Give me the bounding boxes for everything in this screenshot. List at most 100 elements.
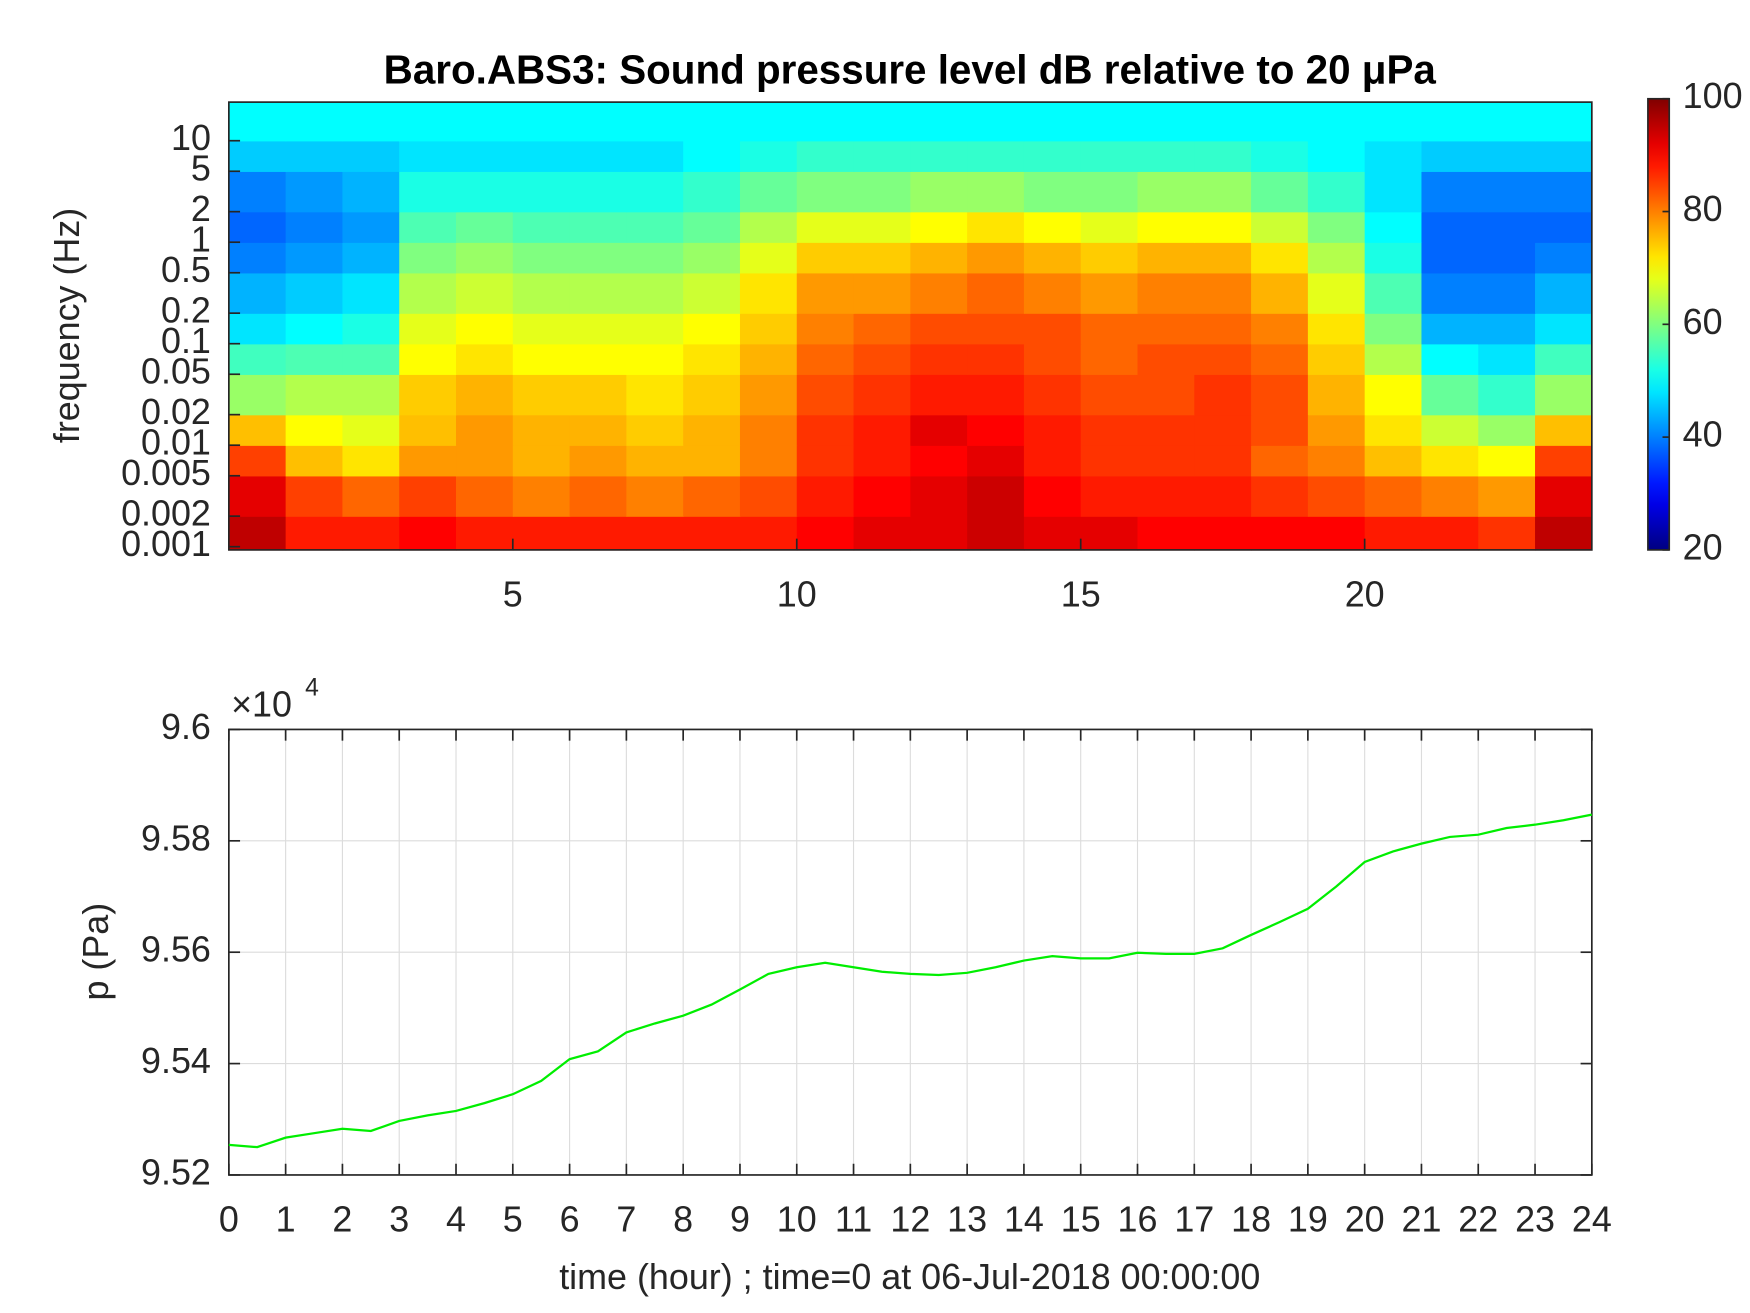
heat-cell [1023,242,1082,274]
heat-cell [967,102,1025,142]
heat-cell [1023,374,1082,416]
heat-cell [1307,211,1366,243]
heat-cell [739,374,798,416]
heat-cell [739,343,798,375]
heat-cell [967,445,1025,477]
heat-cell [1478,313,1536,345]
heat-cell [910,414,968,446]
heat-cell [626,140,684,172]
heat-cell [967,211,1025,243]
heat-cell [399,414,457,446]
x-tick-label: 12 [890,1200,930,1240]
heat-cell [796,313,855,345]
heat-cell [399,475,457,517]
heat-cell [1023,272,1082,314]
heat-cell [456,171,514,213]
heat-cell [1478,211,1536,243]
heat-cell [1023,140,1082,172]
heat-cell [967,516,1025,551]
heat-cell [739,475,798,517]
heat-cell [1023,313,1082,345]
heat-cell [1194,102,1252,142]
heat-cell [1364,414,1423,446]
heat-cell [1023,102,1082,142]
heat-cell [1535,102,1593,142]
heat-cell [399,140,457,172]
heat-cell [342,313,400,345]
x-tick-label: 21 [1401,1200,1441,1240]
heat-cell [1194,445,1252,477]
heat-cell [228,475,287,517]
heat-cell [1194,313,1252,345]
heat-cell [1080,272,1139,314]
heat-cell [1421,242,1479,274]
y-tick-label: 1 [191,220,211,260]
heat-cell [1535,140,1593,172]
heat-cell [1080,516,1139,551]
heat-cell [626,313,684,345]
heat-cell [228,171,287,213]
x-tick-label: 8 [673,1200,693,1240]
x-tick-label: 0 [219,1200,239,1240]
y-tick-label: 9.56 [141,930,211,970]
y-tick-label: 10 [171,118,211,158]
heat-cell [399,374,457,416]
y-scale-exponent: 4 [305,675,319,702]
colorbar-tick-label: 80 [1683,189,1723,229]
heat-cell [1137,414,1195,446]
heat-cell [456,414,514,446]
x-tick-label: 6 [560,1200,580,1240]
heat-cell [739,516,798,551]
heat-cell [853,171,912,213]
heat-cell [399,343,457,375]
heat-cell [683,414,741,446]
heat-cell [1307,516,1366,551]
heat-cell [1251,272,1309,314]
heat-cell [1421,272,1479,314]
plot-frame [228,728,1593,1176]
heat-cell [1194,272,1252,314]
heat-cell [1080,242,1139,274]
heat-cell [683,374,741,416]
heat-cell [1307,140,1366,172]
heat-cell [569,102,628,142]
heat-cell [1478,445,1536,477]
heat-cell [910,140,968,172]
heat-cell [456,140,514,172]
x-tick-label: 1 [276,1200,296,1240]
heat-cell [512,475,571,517]
heat-cell [1535,475,1593,517]
heat-cell [1535,171,1593,213]
heat-cell [399,102,457,142]
heat-cell [910,272,968,314]
heat-cell [626,242,684,274]
heat-cell [342,516,400,551]
heat-cell [1023,211,1082,243]
heat-cell [1535,516,1593,551]
heat-cell [512,445,571,477]
heat-cell [910,516,968,551]
heat-cell [399,211,457,243]
heat-cell [456,313,514,345]
y-tick-label: 9.6 [161,707,211,747]
heat-cell [967,414,1025,446]
x-tick-label: 3 [389,1200,409,1240]
heat-cell [739,272,798,314]
heat-cell [285,516,344,551]
heat-cell [1137,343,1195,375]
heat-cell [683,140,741,172]
heat-cell [342,445,400,477]
heat-cell [1251,475,1309,517]
heat-cell [1535,414,1593,446]
heat-cell [739,414,798,446]
heat-cell [1421,445,1479,477]
heat-cell [796,242,855,274]
heat-cell [1194,140,1252,172]
heat-cell [399,272,457,314]
x-tick-label: 20 [1345,575,1385,615]
heat-cell [853,272,912,314]
data-line [228,813,1593,1149]
heat-cell [456,475,514,517]
